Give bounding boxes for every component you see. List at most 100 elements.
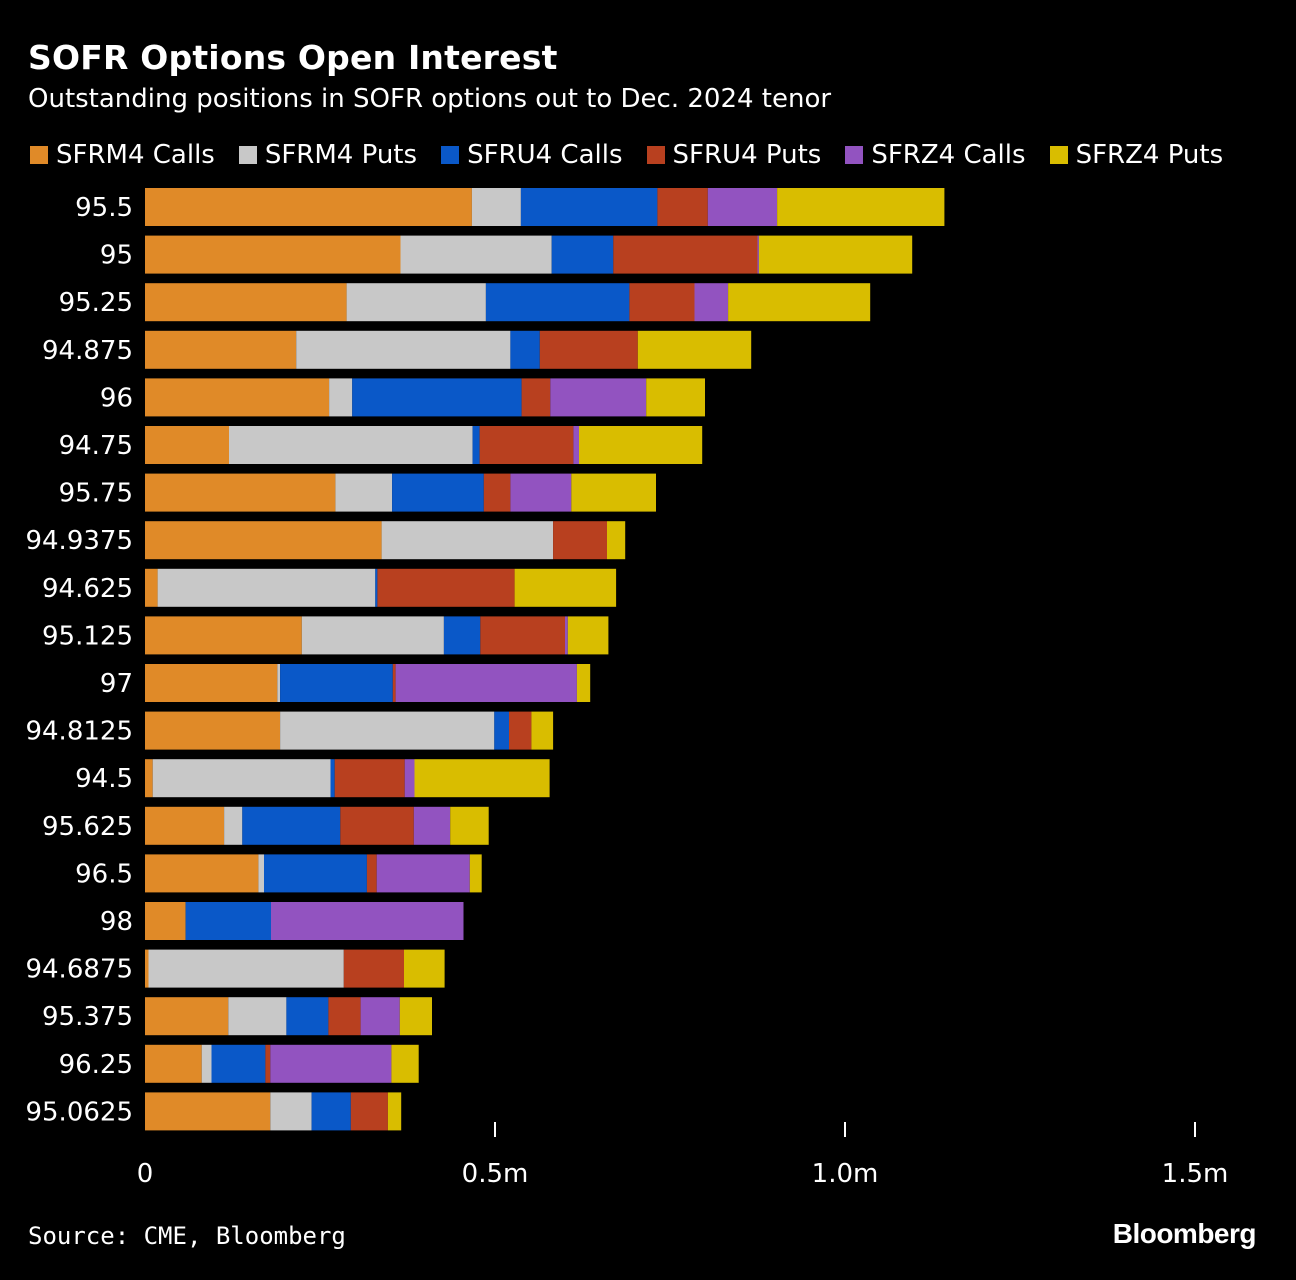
category-label: 94.625: [42, 574, 133, 604]
bar-segment: [145, 616, 302, 655]
legend-item: SFRM4 Puts: [238, 140, 418, 170]
bar-segment: [271, 902, 464, 940]
bar-segment: [471, 188, 521, 226]
bar-segment: [145, 330, 297, 369]
legend-swatch: [1049, 146, 1068, 164]
bar-segment: [567, 616, 609, 655]
legend-swatch: [30, 146, 48, 164]
bar-segment: [443, 616, 481, 655]
bar-segment: [145, 902, 186, 940]
bar-segment: [613, 235, 758, 274]
legend-item: SFRZ4 Puts: [1049, 140, 1223, 170]
bar-segment: [296, 330, 511, 369]
bar-segment: [280, 664, 393, 702]
bar-segment: [395, 664, 577, 702]
legend-label: SFRM4 Puts: [264, 140, 418, 170]
bar-segment: [494, 711, 509, 750]
x-tick-label: 0.5m: [462, 1159, 529, 1189]
bar-segment: [343, 949, 404, 988]
category-label: 95: [100, 241, 133, 271]
legend-item: SFRU4 Calls: [441, 140, 623, 170]
bar-segment: [265, 1044, 271, 1083]
bar-segment: [480, 616, 565, 655]
bar-segment: [366, 854, 377, 893]
bar-segment: [145, 235, 401, 274]
category-label: 98: [100, 907, 133, 937]
chart-legend: SFRM4 Calls SFRM4 Puts SFRU4 Calls SFRU4 Pu…: [30, 140, 1223, 170]
category-label: 96.25: [59, 1050, 133, 1080]
bar-segment: [510, 473, 572, 512]
bar-segment: [145, 378, 330, 417]
bar-segment: [360, 997, 400, 1036]
category-label: 94.875: [42, 336, 133, 366]
bar-segment: [510, 330, 540, 369]
bar-segment: [286, 997, 329, 1036]
bar-segment: [757, 235, 759, 274]
bar-segment: [579, 426, 703, 464]
bar-segment: [145, 854, 259, 893]
category-label: 95.75: [59, 479, 133, 509]
bar-segment: [553, 521, 607, 560]
category-label: 94.5: [75, 764, 133, 794]
bar-segment: [400, 235, 552, 274]
legend-label: SFRU4 Puts: [672, 140, 822, 170]
bar-segment: [728, 283, 871, 322]
bar-segment: [330, 759, 335, 798]
legend-label: SFRZ4 Calls: [871, 140, 1026, 170]
bar-segment: [328, 997, 361, 1036]
bar-segment: [145, 711, 281, 750]
stacked-bar-chart: 95.5 95 95.25 94.875 96 94.75 95.75 94.9375 94.6…: [25, 188, 1229, 1189]
bar-segment: [404, 759, 415, 798]
bar-segment: [270, 1044, 392, 1083]
bar-segment: [485, 283, 630, 322]
bar-segment: [514, 568, 617, 607]
legend-swatch: [441, 146, 460, 164]
legend-label: SFRU4 Calls: [467, 140, 623, 170]
bar-segment: [224, 806, 243, 845]
category-label: 95.25: [59, 288, 133, 318]
category-label: 96: [100, 383, 133, 413]
bar-segment: [551, 235, 614, 274]
bar-segment: [521, 378, 551, 417]
bar-segment: [145, 521, 382, 560]
bar-segment: [301, 616, 444, 655]
bar-segment: [145, 426, 229, 464]
legend-swatch: [845, 146, 864, 164]
bar-segment: [329, 378, 353, 417]
bar-segment: [637, 330, 752, 369]
category-label: 95.0625: [25, 1097, 133, 1127]
legend-swatch: [646, 146, 665, 164]
bar-segment: [520, 188, 658, 226]
bar-segment: [607, 521, 626, 560]
bar-segment: [376, 854, 470, 893]
bar-segment: [264, 854, 367, 893]
source-note: Source: CME, Bloomberg: [28, 1222, 346, 1250]
bar-segment: [334, 759, 405, 798]
bar-segment: [629, 283, 695, 322]
bar-segment: [145, 568, 158, 607]
legend-item: SFRU4 Puts: [646, 140, 822, 170]
bar-segment: [571, 473, 656, 512]
category-label: 97: [100, 669, 133, 699]
bar-segment: [145, 997, 229, 1036]
bar-segment: [145, 806, 225, 845]
category-label: 94.75: [59, 431, 133, 461]
legend-item: SFRM4 Calls: [30, 140, 215, 170]
category-label: 95.5: [75, 193, 133, 223]
x-tick-label: 0: [137, 1159, 154, 1189]
chart-subtitle: Outstanding positions in SOFR options ou…: [28, 84, 832, 114]
bar-segment: [350, 1092, 388, 1131]
bar-segment: [157, 568, 376, 607]
legend-swatch: [238, 146, 257, 164]
bar-segment: [777, 188, 945, 226]
bar-segment: [346, 283, 486, 322]
chart-title: SOFR Options Open Interest: [28, 38, 558, 77]
bar-segment: [758, 235, 913, 274]
x-tick-label: 1.5m: [1162, 1159, 1229, 1189]
bar-segment: [242, 806, 341, 845]
bar-segment: [469, 854, 482, 893]
bar-segment: [657, 188, 708, 226]
bar-segment: [483, 473, 511, 512]
bar-segment: [352, 378, 522, 417]
bar-segment: [472, 426, 480, 464]
